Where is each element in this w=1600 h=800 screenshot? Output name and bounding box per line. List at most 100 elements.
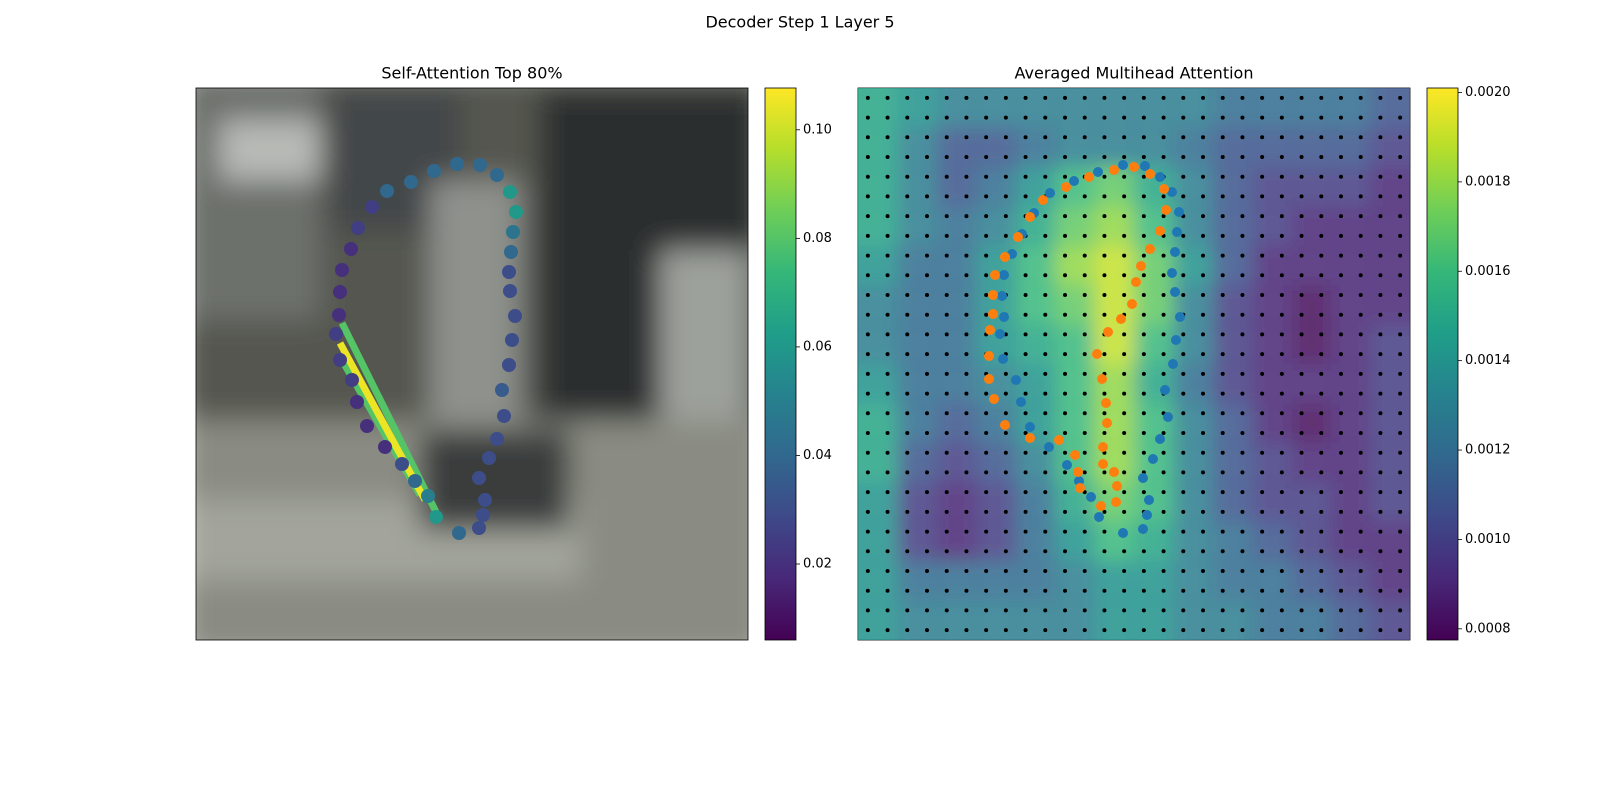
point xyxy=(1160,385,1170,395)
grid-dot xyxy=(1358,588,1363,593)
heatmap-cell xyxy=(936,403,977,444)
heatmap-cell xyxy=(1094,403,1135,444)
point xyxy=(506,225,520,239)
grid-dot xyxy=(964,450,969,455)
grid-dot xyxy=(1279,470,1284,475)
grid-dot xyxy=(885,332,890,337)
heatmap-cell xyxy=(1252,364,1293,404)
grid-dot xyxy=(1299,509,1304,514)
heatmap-cell xyxy=(897,482,938,523)
point xyxy=(1109,165,1119,175)
grid-dot xyxy=(865,115,870,120)
grid-dot xyxy=(1141,352,1146,357)
grid-dot xyxy=(1339,273,1343,278)
grid-dot xyxy=(1082,253,1087,258)
grid-dot xyxy=(1260,273,1265,278)
heatmap-cell xyxy=(1015,324,1056,365)
heatmap-cell xyxy=(858,364,898,404)
heatmap-cell xyxy=(897,561,938,602)
grid-dot xyxy=(1063,470,1067,475)
grid-dot xyxy=(1319,588,1324,593)
grid-dot xyxy=(1358,411,1363,416)
point xyxy=(1044,442,1054,452)
point xyxy=(1168,359,1178,369)
grid-dot xyxy=(1358,529,1363,534)
grid-dot xyxy=(1181,135,1186,140)
grid-dot xyxy=(1023,608,1028,613)
grid-dot xyxy=(1102,214,1107,219)
grid-dot xyxy=(1063,628,1067,633)
grid-dot xyxy=(1201,95,1205,100)
grid-dot xyxy=(1319,312,1324,317)
grid-dot xyxy=(1003,411,1008,416)
heatmap-cell xyxy=(1015,600,1056,640)
grid-dot xyxy=(865,628,870,633)
point xyxy=(1144,495,1154,505)
grid-dot xyxy=(1201,155,1205,159)
grid-dot xyxy=(865,490,870,495)
grid-dot xyxy=(1358,549,1363,554)
grid-dot xyxy=(1378,214,1383,219)
grid-dot xyxy=(1339,155,1343,159)
point xyxy=(365,200,379,214)
grid-dot xyxy=(1299,135,1304,140)
grid-dot xyxy=(1240,470,1245,475)
heatmap-cell xyxy=(1331,166,1372,207)
grid-dot xyxy=(1063,529,1067,534)
grid-dot xyxy=(1201,214,1205,219)
heatmap-cell xyxy=(976,285,1017,326)
grid-dot xyxy=(1201,352,1205,357)
grid-dot xyxy=(1063,352,1067,357)
heatmap-cell xyxy=(1015,245,1056,286)
grid-dot xyxy=(1181,371,1186,376)
heatmap-cell xyxy=(1370,600,1410,640)
grid-dot xyxy=(1003,549,1008,554)
point xyxy=(1167,268,1177,278)
grid-dot xyxy=(964,293,969,297)
grid-dot xyxy=(1339,529,1343,534)
grid-dot xyxy=(1122,155,1127,159)
heatmap-cell xyxy=(1370,364,1410,404)
colorbar-tick-label: 0.08 xyxy=(803,231,832,246)
grid-dot xyxy=(1043,411,1048,416)
grid-dot xyxy=(984,431,989,435)
grid-dot xyxy=(1201,628,1205,633)
grid-dot xyxy=(984,569,989,573)
heatmap-cell xyxy=(1331,600,1372,640)
grid-dot xyxy=(905,509,910,514)
heatmap-cell xyxy=(936,561,977,602)
grid-dot xyxy=(1299,332,1304,337)
grid-dot xyxy=(1102,588,1107,593)
heatmap-cell xyxy=(936,521,977,562)
grid-dot xyxy=(1181,273,1186,278)
heatmap-cell xyxy=(1173,364,1214,404)
grid-dot xyxy=(1201,312,1205,317)
grid-dot xyxy=(964,352,969,357)
heatmap-cell xyxy=(1055,285,1096,326)
grid-dot xyxy=(964,569,969,573)
grid-dot xyxy=(1063,115,1067,120)
heatmap-cell xyxy=(1173,88,1214,128)
grid-dot xyxy=(944,450,949,455)
grid-dot xyxy=(1043,253,1048,258)
grid-dot xyxy=(925,490,929,495)
heatmap-cell xyxy=(1252,482,1293,523)
grid-dot xyxy=(1063,332,1067,337)
grid-dot xyxy=(1279,391,1284,396)
grid-dot xyxy=(1082,391,1087,396)
grid-dot xyxy=(1299,549,1304,554)
grid-dot xyxy=(944,293,949,297)
heatmap-cell xyxy=(976,521,1017,562)
heatmap-cell xyxy=(936,324,977,365)
grid-dot xyxy=(1358,332,1363,337)
grid-dot xyxy=(1358,569,1363,573)
grid-dot xyxy=(984,391,989,396)
grid-dot xyxy=(1201,273,1205,278)
grid-dot xyxy=(1260,450,1265,455)
heatmap-cell xyxy=(1331,245,1372,286)
grid-dot xyxy=(1260,411,1265,416)
heatmap-cell xyxy=(1370,166,1410,207)
heatmap xyxy=(858,88,1410,640)
heatmap-cell xyxy=(1252,324,1293,365)
heatmap-cell xyxy=(1015,88,1056,128)
